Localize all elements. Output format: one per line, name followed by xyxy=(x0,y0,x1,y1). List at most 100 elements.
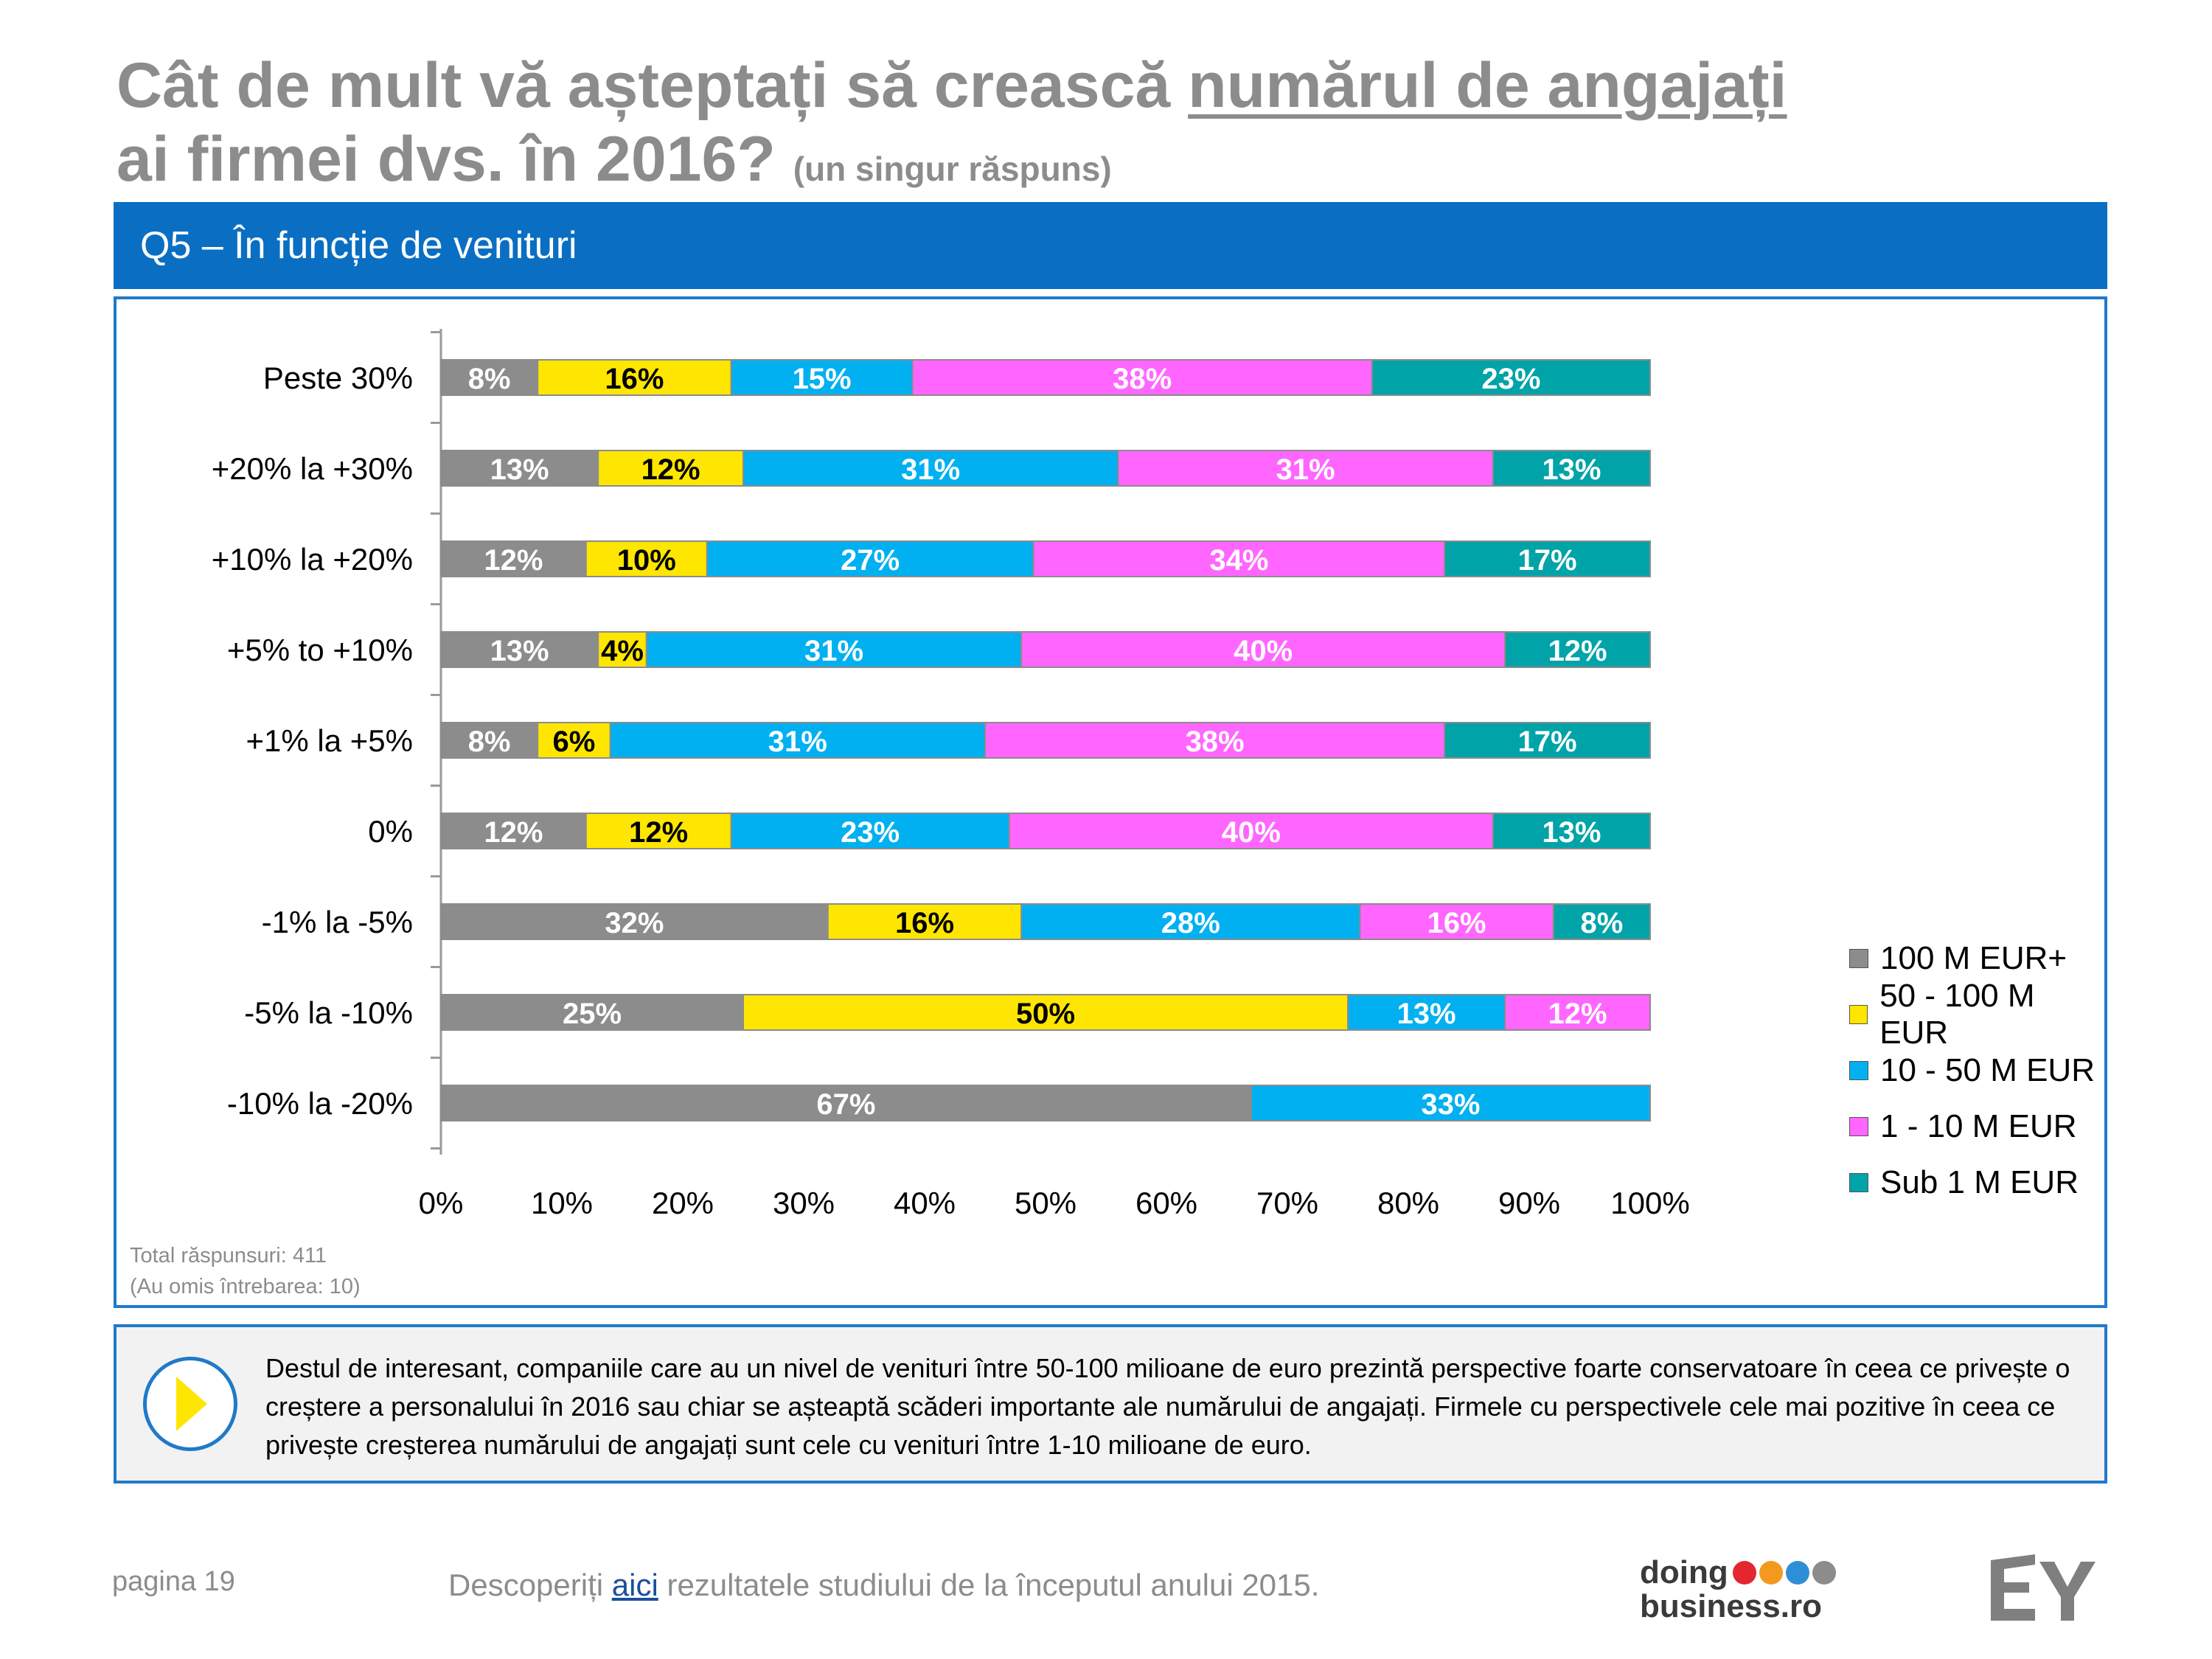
bar-segment xyxy=(706,540,1034,577)
play-arrow-icon xyxy=(143,1357,237,1451)
data-label: 8% xyxy=(1580,907,1623,939)
bar-segment xyxy=(645,631,1023,668)
x-tick-label: 20% xyxy=(652,1186,714,1220)
logo-dot xyxy=(1732,1561,1756,1585)
data-label: 31% xyxy=(804,635,863,667)
data-label: 6% xyxy=(552,726,595,758)
data-label: 10% xyxy=(617,544,676,577)
x-tick-label: 30% xyxy=(773,1186,835,1220)
data-label: 12% xyxy=(629,816,688,849)
bar-segment xyxy=(440,450,599,487)
bar-segment xyxy=(1552,903,1652,940)
data-label: 13% xyxy=(490,635,549,667)
data-label: 16% xyxy=(895,907,954,939)
bar-segment xyxy=(1250,1085,1652,1121)
bar-segment xyxy=(440,722,539,759)
bar-segment xyxy=(1444,722,1651,759)
legend-label: 50 - 100 M EUR xyxy=(1879,978,2035,1051)
x-tick-label: 50% xyxy=(1015,1186,1077,1220)
bar-segment xyxy=(440,631,599,668)
data-label: 31% xyxy=(901,453,960,486)
data-label: 31% xyxy=(768,726,827,758)
category-label: -10% la -20% xyxy=(227,1086,413,1121)
footer-note: Descoperiți aici rezultatele studiului d… xyxy=(448,1568,1319,1603)
data-label: 13% xyxy=(1542,816,1601,849)
data-label: 15% xyxy=(793,363,852,395)
legend-swatch xyxy=(1849,1005,1868,1024)
data-label: 16% xyxy=(605,363,664,395)
bar-segment xyxy=(1347,994,1506,1031)
bar-segment xyxy=(440,903,829,940)
chart-footnote: Total răspunsuri: 411 (Au omis întrebare… xyxy=(130,1240,361,1302)
bar-segment xyxy=(1008,813,1494,849)
bar-segment xyxy=(440,994,744,1031)
title-part2: ai firmei dvs. în 2016? xyxy=(116,124,776,195)
section-header: Q5 – În funcție de venituri xyxy=(114,202,2107,289)
ey-logo-text: EY xyxy=(2101,1618,2103,1620)
data-label: 12% xyxy=(1548,998,1607,1030)
category-label: Peste 30% xyxy=(263,361,413,395)
page-title: Cât de mult vă așteptați să crească numă… xyxy=(116,49,2107,206)
data-label: 16% xyxy=(1427,907,1486,939)
category-label: 0% xyxy=(368,814,413,849)
total-responses: Total răspunsuri: 411 xyxy=(130,1244,327,1267)
doingbusiness-logo: doing business.ro xyxy=(1640,1556,1876,1630)
data-label: 4% xyxy=(601,635,644,667)
category-label: +20% la +30% xyxy=(212,451,413,486)
x-tick-label: 100% xyxy=(1610,1186,1689,1220)
insight-text: Destul de interesant, companiile care au… xyxy=(265,1353,2070,1460)
legend-item: 1 - 10 M EUR xyxy=(1849,1099,2104,1155)
legend-swatch xyxy=(1849,949,1868,968)
category-label: -1% la -5% xyxy=(262,905,413,939)
chart-legend: 100 M EUR+ 50 - 100 M EUR 10 - 50 M EUR 1 -… xyxy=(1849,931,2104,1211)
bar-segment xyxy=(1504,994,1651,1031)
data-label: 13% xyxy=(490,453,549,486)
bar-segment xyxy=(1504,631,1651,668)
data-label: 23% xyxy=(1481,363,1540,395)
data-label: 32% xyxy=(605,907,664,939)
title-subtitle: (un singur răspuns) xyxy=(793,150,1112,188)
legend-item: 10 - 50 M EUR xyxy=(1849,1043,2104,1099)
bar-segment xyxy=(1371,359,1652,396)
legend-label: Sub 1 M EUR xyxy=(1880,1164,2079,1200)
data-label: 40% xyxy=(1222,816,1281,849)
legend-label: 100 M EUR+ xyxy=(1880,940,2067,976)
category-label: -5% la -10% xyxy=(244,995,413,1030)
data-label: 17% xyxy=(1518,726,1577,758)
bar-segment xyxy=(597,450,745,487)
data-label: 67% xyxy=(816,1088,875,1121)
bar-segment xyxy=(984,722,1446,759)
footer-link[interactable]: aici xyxy=(611,1568,658,1602)
legend-item: 50 - 100 M EUR xyxy=(1849,978,2104,1051)
data-label: 13% xyxy=(1397,998,1456,1030)
x-tick-label: 60% xyxy=(1135,1186,1197,1220)
logo-text-business: business.ro xyxy=(1640,1588,1822,1624)
logo-dots xyxy=(1732,1561,1839,1585)
legend-item: 100 M EUR+ xyxy=(1849,931,2104,987)
bar-segment xyxy=(1032,540,1446,577)
legend-swatch xyxy=(1849,1117,1868,1136)
bar-segment xyxy=(1359,903,1554,940)
title-part1: Cât de mult vă așteptați să crească xyxy=(116,50,1189,121)
bar-segment xyxy=(440,359,539,396)
x-tick-label: 90% xyxy=(1498,1186,1560,1220)
category-label: +5% to +10% xyxy=(227,633,413,667)
bar-segment xyxy=(1020,631,1506,668)
skipped-responses: (Au omis întrebarea: 10) xyxy=(130,1275,361,1298)
legend-swatch xyxy=(1849,1061,1868,1080)
title-underlined: numărul de angajați xyxy=(1188,50,1787,121)
legend-label: 10 - 50 M EUR xyxy=(1880,1052,2095,1088)
x-tick-label: 10% xyxy=(531,1186,593,1220)
data-label: 23% xyxy=(841,816,900,849)
data-label: 12% xyxy=(484,544,543,577)
data-label: 13% xyxy=(1542,453,1601,486)
legend-swatch xyxy=(1849,1173,1868,1192)
page-number: pagina 19 xyxy=(112,1566,235,1597)
ey-logo: EY xyxy=(1991,1554,2109,1622)
x-tick-label: 40% xyxy=(894,1186,956,1220)
data-label: 8% xyxy=(468,726,511,758)
footer-text-before: Descoperiți xyxy=(448,1568,612,1602)
bar-segment xyxy=(1492,450,1652,487)
bar-segment xyxy=(537,359,732,396)
data-label: 34% xyxy=(1209,544,1268,577)
